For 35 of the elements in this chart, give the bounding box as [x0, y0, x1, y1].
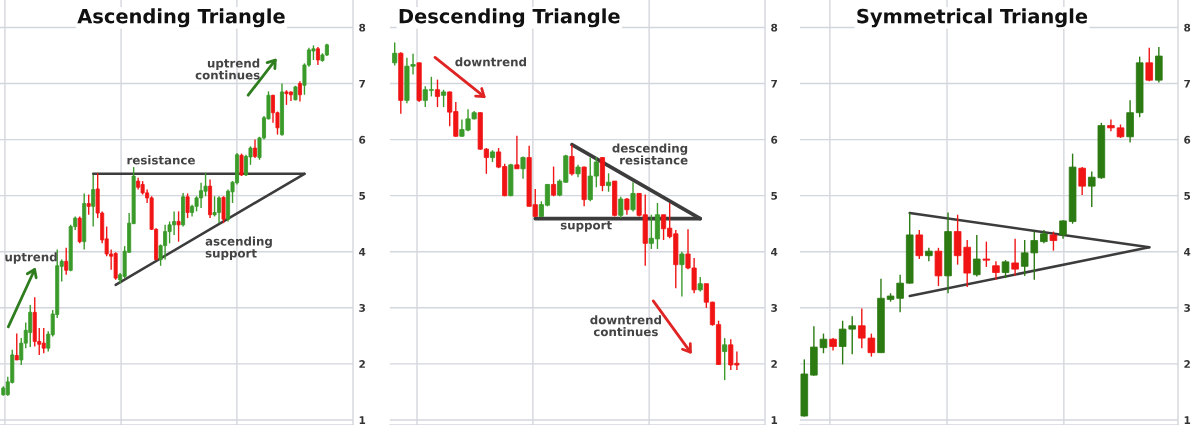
y-tick-label: 3 — [1184, 304, 1190, 312]
y-tick-label: 6 — [771, 135, 778, 144]
y-tick-label: 7 — [771, 79, 777, 88]
y-tick-label: 1 — [771, 416, 778, 424]
y-tick-label: 4 — [771, 248, 778, 256]
y-tick-label: 6 — [1184, 135, 1191, 144]
y-tick-label: 2 — [771, 360, 777, 368]
annotation: descending resistance — [612, 143, 688, 165]
annotation: ascending support — [205, 236, 272, 260]
annotation: uptrend continues — [195, 58, 260, 80]
y-tick-label: 4 — [359, 248, 366, 256]
chart-title: Ascending Triangle — [77, 8, 285, 28]
y-tick-label: 6 — [359, 135, 366, 144]
y-tick-label: 1 — [359, 416, 366, 424]
y-tick-label: 8 — [1184, 23, 1191, 32]
y-tick-label: 2 — [359, 360, 365, 368]
y-tick-label: 2 — [1184, 360, 1190, 368]
annotation: downtrend — [455, 57, 526, 67]
y-tick-label: 5 — [771, 192, 778, 200]
y-tick-label: 8 — [771, 23, 778, 32]
y-tick-label: 5 — [1184, 192, 1191, 200]
y-tick-label: 8 — [359, 23, 366, 32]
y-tick-label: 3 — [771, 304, 777, 312]
y-tick-label: 1 — [1184, 416, 1191, 424]
chart-title: Descending Triangle — [399, 8, 620, 28]
chart-title: Symmetrical Triangle — [857, 8, 1088, 28]
annotation: uptrend — [5, 252, 57, 264]
annotation: downtrend continues — [590, 315, 661, 337]
y-tick-label: 7 — [359, 79, 365, 88]
y-tick-label: 3 — [359, 304, 365, 312]
y-tick-label: 5 — [359, 192, 366, 200]
annotation: resistance — [127, 155, 195, 165]
annotation: support — [560, 221, 612, 232]
y-tick-label: 7 — [1184, 79, 1190, 88]
y-tick-label: 4 — [1184, 248, 1191, 256]
